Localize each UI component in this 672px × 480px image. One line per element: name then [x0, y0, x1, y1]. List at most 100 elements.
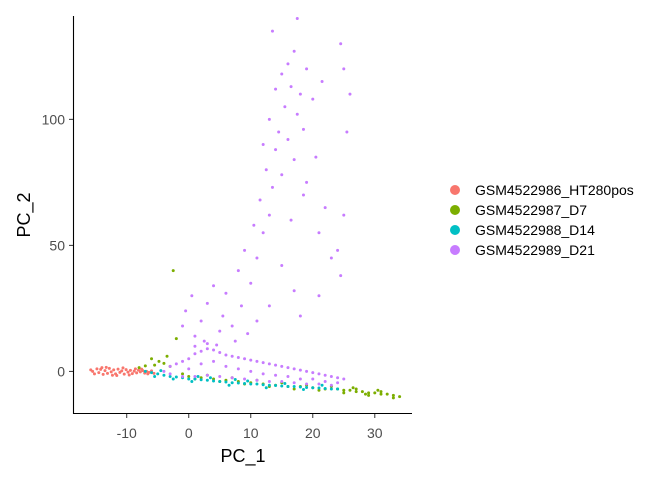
data-point: [280, 264, 284, 268]
data-point: [212, 359, 216, 363]
data-point: [339, 274, 343, 278]
data-point: [280, 364, 284, 368]
data-point: [208, 376, 212, 380]
data-point: [157, 359, 161, 363]
data-point: [264, 168, 268, 172]
data-point: [174, 375, 178, 379]
data-point: [224, 353, 228, 357]
data-point: [274, 87, 278, 91]
data-point: [301, 193, 305, 197]
data-point: [153, 374, 157, 378]
data-point: [150, 371, 154, 375]
data-point: [289, 85, 293, 89]
x-axis-title: PC_1: [220, 446, 265, 467]
data-point: [280, 384, 284, 388]
legend-label: GSM4522988_D14: [475, 222, 595, 238]
data-point: [140, 367, 144, 371]
data-point: [292, 387, 296, 391]
data-point: [105, 371, 109, 375]
data-point: [126, 370, 130, 374]
data-point: [127, 373, 131, 377]
data-point: [221, 314, 225, 318]
data-point: [227, 383, 231, 387]
y-tick-label: 50: [49, 237, 65, 253]
data-point: [181, 359, 185, 363]
data-point: [280, 72, 284, 76]
data-point: [243, 248, 247, 252]
legend: GSM4522986_HT280pos GSM4522987_D7 GSM45229…: [450, 182, 634, 258]
data-point: [187, 357, 191, 361]
data-point: [255, 382, 259, 386]
data-point: [143, 369, 147, 373]
data-point: [329, 383, 333, 387]
data-point: [249, 281, 253, 285]
data-point: [317, 382, 321, 386]
data-point: [314, 155, 318, 159]
data-point: [236, 356, 240, 360]
data-point: [246, 379, 250, 383]
data-point: [100, 366, 104, 370]
data-point: [342, 213, 346, 217]
data-point: [230, 354, 234, 358]
data-point: [249, 358, 253, 362]
data-point: [311, 386, 315, 390]
legend-label: GSM4522989_D21: [475, 242, 595, 258]
data-point: [311, 371, 315, 375]
data-point: [301, 127, 305, 131]
data-point: [261, 372, 265, 376]
data-point: [286, 374, 290, 378]
data-point: [295, 17, 299, 21]
data-point: [329, 374, 333, 378]
data-point: [354, 387, 358, 391]
data-point: [199, 349, 203, 353]
data-point: [112, 368, 116, 372]
data-point: [150, 357, 154, 361]
data-point: [348, 92, 352, 96]
data-point: [261, 231, 265, 235]
data-point: [323, 206, 327, 210]
data-point: [168, 364, 172, 368]
data-point: [283, 382, 287, 386]
data-point: [301, 388, 305, 392]
data-point: [298, 92, 302, 96]
data-point: [270, 185, 274, 189]
data-point: [190, 379, 194, 383]
data-point: [236, 269, 240, 273]
data-point: [292, 381, 296, 385]
data-point: [233, 377, 237, 381]
data-point: [181, 374, 185, 378]
data-point: [205, 373, 209, 377]
data-point: [233, 339, 237, 343]
data-point: [311, 377, 315, 381]
data-point: [298, 368, 302, 372]
data-point: [130, 372, 134, 376]
data-point: [298, 314, 302, 318]
data-point: [320, 80, 324, 84]
data-point: [165, 354, 169, 358]
data-point: [109, 370, 113, 374]
data-point: [218, 351, 222, 354]
data-point: [329, 256, 333, 260]
data-point: [367, 393, 371, 397]
legend-key: [450, 245, 460, 255]
data-point: [230, 376, 234, 380]
legend-key: [450, 205, 460, 215]
data-point: [110, 373, 114, 377]
data-point: [101, 372, 105, 376]
data-point: [348, 388, 352, 392]
data-point: [280, 379, 284, 383]
data-point: [137, 366, 141, 370]
data-point: [121, 366, 125, 370]
data-point: [146, 372, 150, 376]
data-point: [286, 366, 290, 370]
data-point: [243, 382, 247, 386]
data-point: [124, 368, 128, 372]
data-point: [264, 386, 268, 390]
data-point: [342, 67, 346, 71]
data-point: [181, 324, 185, 328]
data-point: [342, 388, 346, 392]
data-point: [205, 342, 209, 346]
data-point: [162, 361, 166, 365]
data-point: [224, 291, 228, 295]
x-tick-label: 30: [367, 425, 383, 441]
